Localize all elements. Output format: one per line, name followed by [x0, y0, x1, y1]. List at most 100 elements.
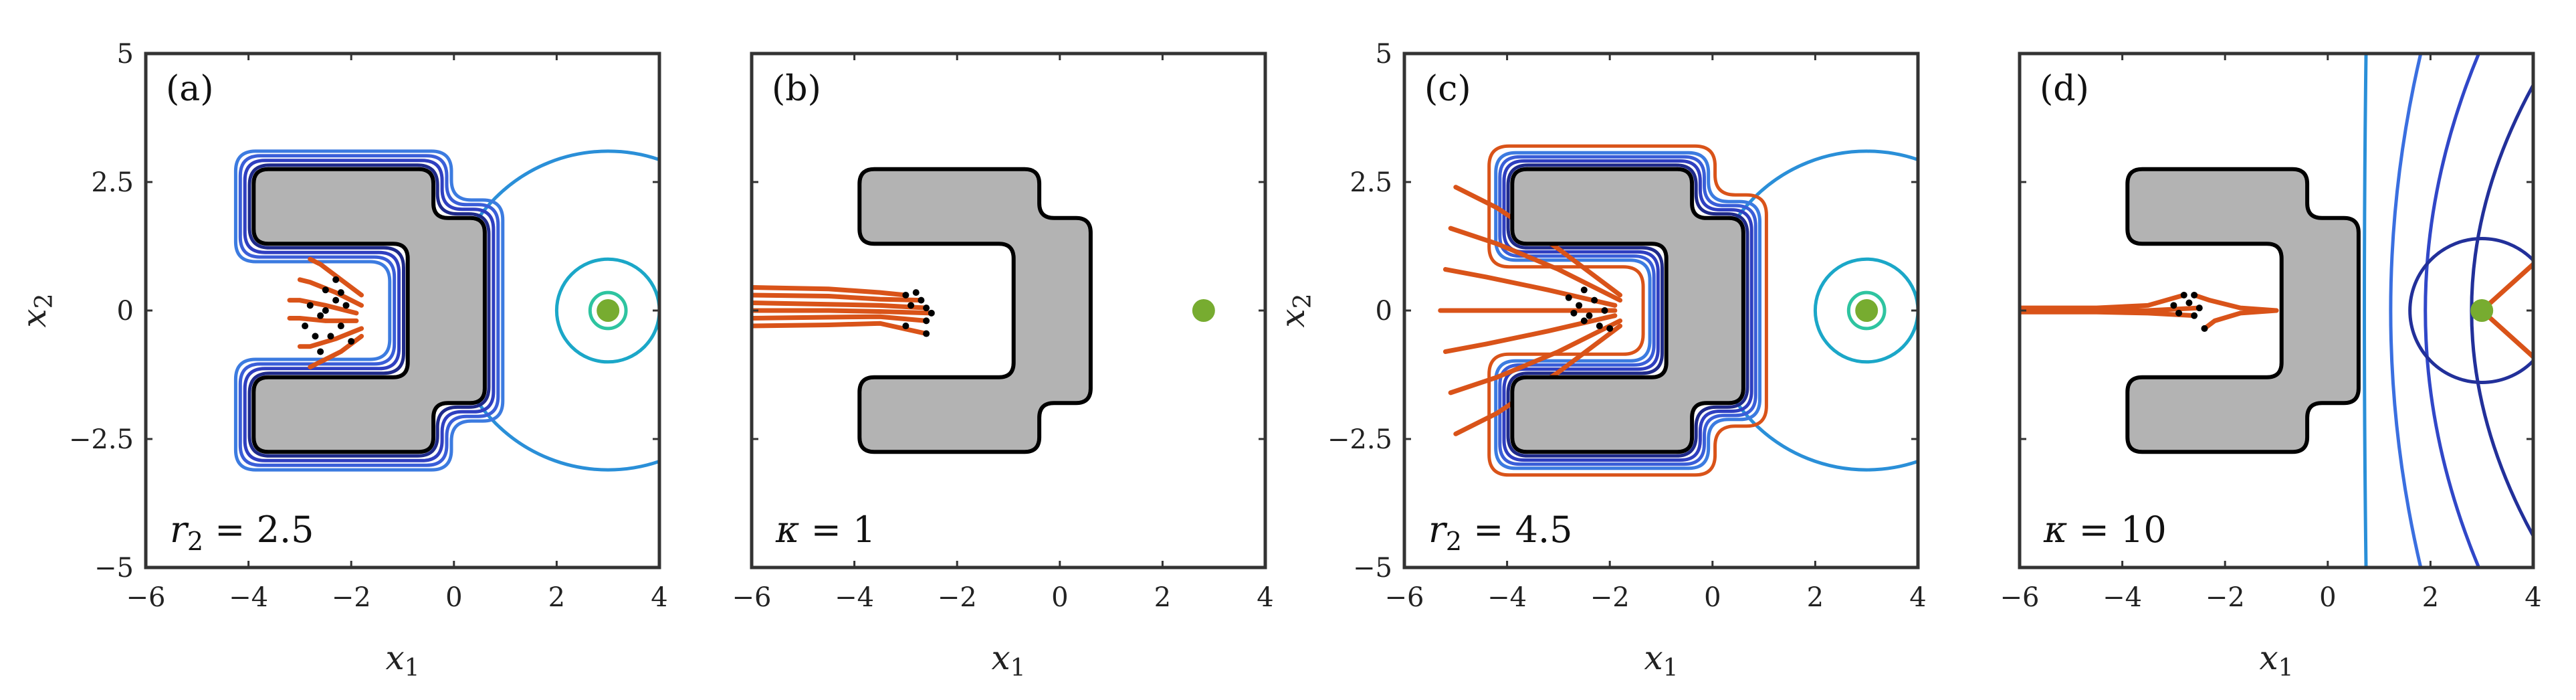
obstacle-contour-2 [1494, 151, 1761, 470]
goal-marker [1192, 299, 1215, 322]
particle-point [1591, 296, 1598, 304]
y-tick-label: 2.5 [1350, 167, 1392, 198]
particle-point [1580, 317, 1588, 325]
y-axis-label: x2 [15, 293, 58, 327]
y-tick-label: 0 [1376, 296, 1392, 327]
particle-point [312, 333, 319, 340]
particle-point [2195, 304, 2203, 312]
x-tick-label: −4 [835, 582, 874, 613]
x-tick-label: −2 [938, 582, 977, 613]
field-line-circle [2408, 237, 2533, 384]
x-tick-label: 2 [1154, 582, 1171, 613]
x-tick-label: −6 [126, 582, 166, 613]
particle-point [1580, 286, 1588, 294]
trajectory-3 [1442, 267, 1618, 308]
particle-point [923, 330, 930, 337]
x-tick-label: 4 [1257, 582, 1273, 613]
field-line-1 [2363, 54, 2368, 567]
obstacle [2125, 167, 2361, 454]
particle-point [2201, 325, 2208, 332]
x-tick-label: 2 [1807, 582, 1824, 613]
trajectory-1 [308, 256, 364, 298]
particle-point [332, 276, 340, 283]
obstacle-contour-1 [1487, 144, 1768, 477]
particle-point [1586, 312, 1593, 319]
trajectory-5 [752, 314, 929, 323]
particle-point [317, 312, 324, 319]
goal-ring-1 [1846, 290, 1887, 331]
particle-point [306, 302, 314, 309]
x-tick-label: 2 [548, 582, 565, 613]
trajectory-3 [2020, 309, 2197, 319]
x-tick-label: −6 [1385, 582, 1424, 613]
trajectory-4 [752, 308, 934, 316]
particle-point [902, 323, 909, 330]
particle-point [2185, 299, 2193, 307]
goal-ring-1 [588, 290, 628, 331]
particle-point [342, 302, 350, 309]
y-tick-label: 0 [117, 296, 134, 327]
trajectory-5 [2202, 308, 2279, 331]
obstacle-contour-5 [1506, 163, 1749, 458]
trajectory-4 [2191, 292, 2279, 313]
y-tick-label: −2.5 [1327, 424, 1392, 455]
x-axis-label: x1 [1644, 638, 1678, 682]
goal-marker [597, 299, 620, 322]
goal-ring-2 [554, 257, 659, 364]
particle-point [1570, 309, 1578, 317]
x-tick-label: 0 [1704, 582, 1721, 613]
parameter-annotation: r2 = 4.5 [1428, 509, 1572, 556]
particle-point [1596, 323, 1603, 330]
particle-point [317, 348, 324, 355]
panel-label: (d) [2040, 69, 2089, 109]
plot-content [2020, 54, 2533, 567]
plot-content [752, 167, 1215, 454]
plot-content [233, 149, 659, 472]
trajectory-2 [1448, 226, 1623, 303]
trajectory-3 [287, 298, 359, 316]
trajectory-1 [752, 284, 908, 298]
obstacle-contour-4 [1502, 159, 1753, 462]
x-tick-label: −4 [229, 582, 268, 613]
y-tick-label: −2.5 [69, 424, 134, 455]
particle-point [928, 309, 935, 317]
x-tick-label: −2 [332, 582, 371, 613]
x-tick-label: 0 [2319, 582, 2336, 613]
particle-point [327, 333, 334, 340]
trajectory-3 [752, 300, 929, 311]
field-line-2 [2389, 54, 2423, 567]
x-tick-label: −2 [2206, 582, 2245, 613]
x-tick-label: 4 [1909, 582, 1926, 613]
x-tick-label: 0 [445, 582, 462, 613]
particle-point [918, 296, 925, 304]
y-tick-label: 5 [117, 39, 134, 70]
particle-point [2180, 291, 2187, 298]
obstacle-contour-1 [233, 149, 505, 472]
x-axis-label: x1 [385, 638, 419, 682]
panel-d: −6 −4 −2 0 2 4 x1 (d) κ = 10 [2000, 52, 2542, 682]
x-tick-label: −2 [1590, 582, 1630, 613]
particle-point [2175, 309, 2183, 317]
x-tick-label: 2 [2422, 582, 2439, 613]
particle-point [322, 307, 329, 314]
panel-label: (c) [1424, 69, 1471, 109]
particle-point [1576, 302, 1583, 309]
x-tick-label: −6 [732, 582, 772, 613]
y-axis-label: x2 [1273, 293, 1317, 327]
particle-point [332, 296, 340, 304]
panel-a: −6 −4 −2 0 2 4 −5 −2.5 0 2.5 5 x1 x2 (a) r2 = 2.5 [15, 39, 668, 682]
panel-label: (b) [772, 69, 821, 109]
trajectory-5 [297, 326, 364, 349]
goal-trajectory-down [2479, 308, 2533, 359]
particle-point [923, 317, 930, 325]
particle-point [2191, 291, 2198, 298]
goal-trajectory-up [2479, 262, 2533, 313]
y-tick-label: 2.5 [91, 167, 134, 198]
x-tick-label: 4 [2525, 582, 2541, 613]
trajectory-4 [287, 316, 359, 323]
y-tick-label: −5 [94, 553, 134, 584]
trajectory-6 [1448, 318, 1623, 396]
particle-point [1601, 307, 1608, 314]
obstacle-contour-3 [1498, 155, 1757, 466]
